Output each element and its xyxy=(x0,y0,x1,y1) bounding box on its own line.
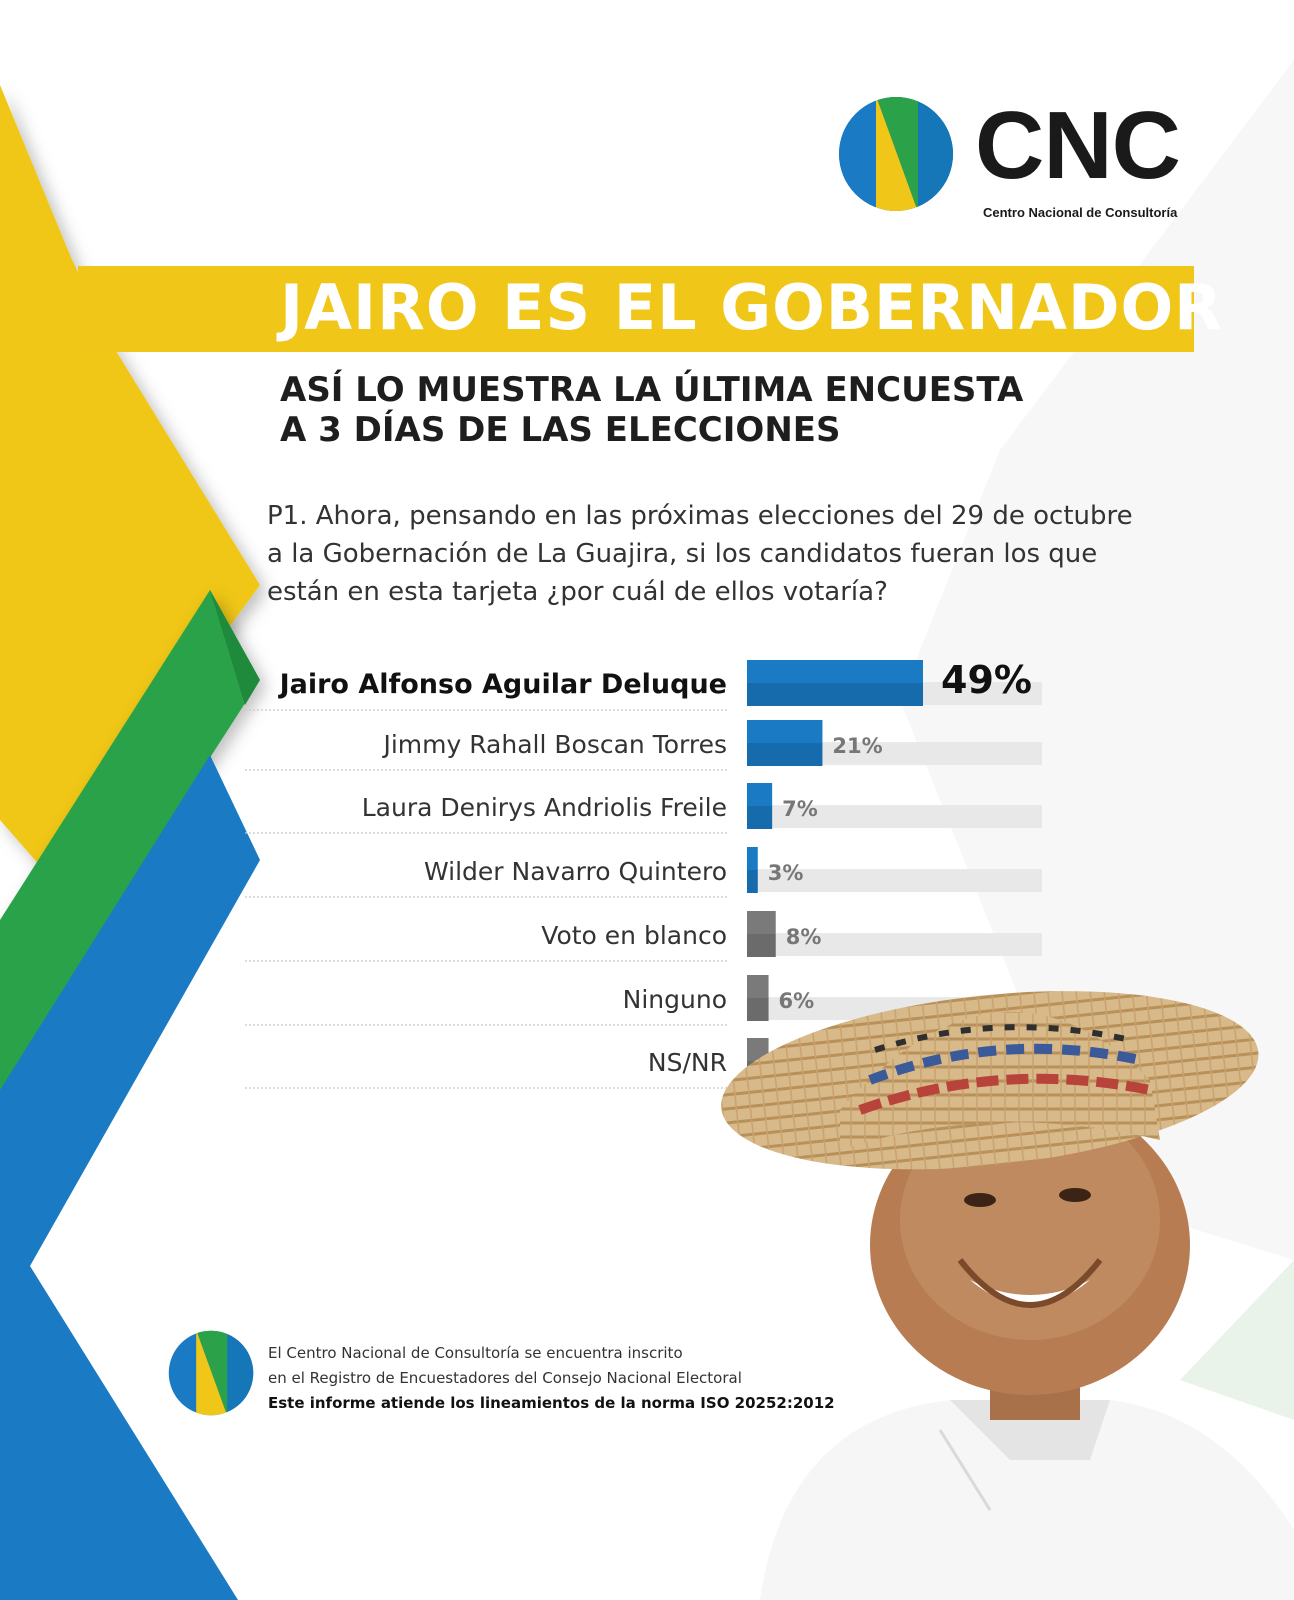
bar-3 xyxy=(747,847,758,893)
category-label: Jimmy Rahall Boscan Torres xyxy=(381,730,727,759)
bar-shade-1 xyxy=(747,743,823,766)
bar-1 xyxy=(747,720,823,766)
bar-track xyxy=(747,933,1042,957)
brand-name: CNC xyxy=(975,92,1181,199)
footer-line-1: El Centro Nacional de Consultoría se enc… xyxy=(268,1344,683,1362)
subtitle-line-1: ASÍ LO MUESTRA LA ÚLTIMA ENCUESTA xyxy=(280,370,1024,410)
category-label: Wilder Navarro Quintero xyxy=(424,857,727,886)
footer-line-2: en el Registro de Encuestadores del Cons… xyxy=(268,1369,742,1387)
bar-shade-3 xyxy=(747,870,758,893)
bar-5 xyxy=(747,975,769,1021)
question-line-2: a la Gobernación de La Guajira, si los c… xyxy=(267,539,1098,569)
bar-shade-2 xyxy=(747,806,773,829)
subtitle: ASÍ LO MUESTRA LA ÚLTIMA ENCUESTA A 3 DÍ… xyxy=(280,370,1023,450)
cnc-logo-icon xyxy=(839,97,953,211)
subtitle-line-2: A 3 DÍAS DE LAS ELECCIONES xyxy=(280,410,841,450)
survey-question: P1. Ahora, pensando en las próximas elec… xyxy=(267,497,1197,611)
headline: JAIRO ES EL GOBERNADOR xyxy=(280,271,1223,344)
value-label: 6% xyxy=(779,989,815,1013)
bar-track xyxy=(747,869,1042,893)
value-label: 8% xyxy=(786,925,822,949)
cnc-footer-logo-icon xyxy=(168,1330,254,1416)
candidate-photo xyxy=(721,991,1294,1600)
poll-bar-chart: Jairo Alfonso Aguilar Deluque 49% Jimmy Ra… xyxy=(245,658,1042,1089)
headline-banner xyxy=(78,266,1194,352)
bar-shade-4 xyxy=(747,934,776,957)
category-label: Laura Denirys Andriolis Freile xyxy=(362,793,727,822)
value-label: 7% xyxy=(782,797,818,821)
category-label: Jairo Alfonso Aguilar Deluque xyxy=(278,669,727,700)
footer-disclaimer: El Centro Nacional de Consultoría se enc… xyxy=(268,1341,835,1416)
footer-line-3: Este informe atiende los lineamientos de… xyxy=(268,1394,835,1412)
bar-track xyxy=(747,805,1042,829)
bar-0 xyxy=(747,660,923,706)
bar-shade-5 xyxy=(747,998,769,1021)
category-label: Ninguno xyxy=(623,985,727,1014)
bar-2 xyxy=(747,783,773,829)
brand-full-name: Centro Nacional de Consultoría xyxy=(983,205,1178,220)
value-label: 3% xyxy=(768,861,804,885)
category-label: NS/NR xyxy=(648,1048,727,1077)
category-label: Voto en blanco xyxy=(541,921,727,950)
value-label: 21% xyxy=(832,734,882,758)
question-line-1: P1. Ahora, pensando en las próximas elec… xyxy=(267,501,1133,531)
value-label: 49% xyxy=(941,658,1032,702)
bar-shade-0 xyxy=(747,683,923,706)
bar-4 xyxy=(747,911,776,957)
question-line-3: están en esta tarjeta ¿por cuál de ellos… xyxy=(267,577,888,607)
